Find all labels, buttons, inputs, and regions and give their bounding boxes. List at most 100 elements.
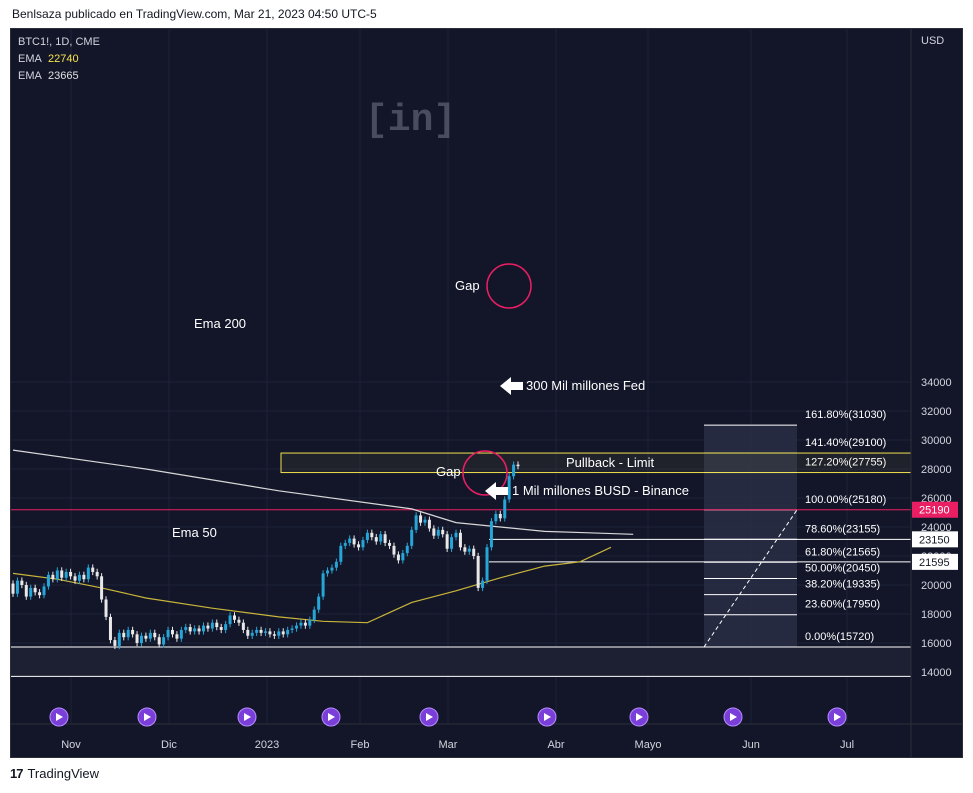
candle-body	[193, 628, 197, 632]
candle-body	[481, 580, 485, 588]
fib-level-label: 50.00%(20450)	[805, 562, 880, 574]
candle-body	[170, 629, 174, 635]
annotation-gap-bottom: Gap	[436, 464, 461, 479]
price-tag-label: 21595	[919, 557, 950, 569]
candle-body	[392, 545, 396, 555]
candle-body	[255, 629, 259, 633]
candle-body	[188, 627, 192, 632]
annotation-ema-50: Ema 50	[172, 525, 217, 540]
x-tick-label: Nov	[61, 739, 81, 751]
candle-body	[423, 519, 427, 523]
candle-body	[507, 476, 511, 500]
candle-body	[290, 628, 294, 630]
candle-body	[458, 532, 462, 548]
candle-body	[162, 637, 166, 645]
x-tick-label: Jul	[840, 739, 854, 751]
candle-body	[401, 553, 405, 561]
chart-frame[interactable]: 161.80%(31030) 141.40%(29100) 127.20%(2775…	[10, 28, 963, 758]
fib-level-label: 127.20%(27755)	[805, 457, 886, 469]
tradingview-brand: TradingView	[27, 766, 100, 781]
candle-body	[286, 629, 290, 635]
candle-body	[463, 547, 467, 552]
candle-body	[277, 631, 281, 636]
candle-body	[246, 629, 250, 636]
candle-body	[215, 622, 219, 628]
y-tick-label: 20000	[921, 580, 952, 592]
arrow-left-icon	[500, 377, 523, 395]
candle-body	[303, 622, 307, 626]
price-tag-box	[912, 553, 958, 570]
candle-body	[100, 576, 104, 600]
candle-body	[175, 634, 179, 639]
candle-body	[157, 637, 161, 645]
candle-body	[126, 629, 130, 638]
candle-body	[104, 599, 108, 617]
event-play-icon	[144, 713, 151, 721]
candle-body	[414, 515, 418, 530]
x-tick-label: Mayo	[635, 739, 662, 751]
candle-body	[55, 570, 59, 580]
candle-body	[365, 532, 369, 541]
candle-body	[179, 629, 183, 639]
candle-body	[250, 632, 254, 636]
fibonacci-box	[704, 425, 797, 648]
candle-body	[210, 622, 214, 629]
candle-body	[388, 542, 392, 546]
candle-body	[494, 513, 498, 522]
fib-level-label: 141.40%(29100)	[805, 437, 886, 449]
event-play-icon	[426, 713, 433, 721]
pullback-zone-label: Pullback - Limit	[566, 455, 655, 470]
candle-body	[224, 624, 228, 630]
y-tick-label: 30000	[921, 435, 952, 447]
candle-body	[396, 554, 400, 561]
annotation-busd: 1 Mil millones BUSD - Binance	[512, 483, 689, 498]
y-tick-label: 18000	[921, 609, 952, 621]
candle-body	[73, 576, 77, 581]
candle-body	[144, 635, 148, 639]
candle-body	[228, 615, 232, 625]
candle-body	[117, 632, 121, 646]
x-tick-label: Dic	[161, 739, 177, 751]
candle-body	[445, 534, 449, 549]
candle-body	[166, 629, 170, 638]
legend-ema2-value: 23665	[48, 70, 79, 82]
candle-body	[432, 528, 436, 536]
candle-body	[503, 499, 507, 519]
candle-body	[64, 571, 68, 578]
candle-body	[516, 464, 520, 467]
candlestick-chart[interactable]: 161.80%(31030) 141.40%(29100) 127.20%(2775…	[11, 29, 962, 757]
candle-body	[201, 625, 205, 632]
candle-body	[122, 632, 126, 638]
fib-level-label: 161.80%(31030)	[805, 409, 886, 421]
x-tick-label: Abr	[547, 739, 564, 751]
candle-body	[77, 574, 81, 581]
candle-body	[281, 631, 285, 635]
event-play-icon	[328, 713, 335, 721]
x-tick-label: Mar	[439, 739, 458, 751]
event-play-icon	[834, 713, 841, 721]
fib-level-label: 23.60%(17950)	[805, 599, 880, 611]
arrow-left-icon	[485, 482, 508, 500]
fib-level-label: 61.80%(21565)	[805, 546, 880, 558]
candle-body	[241, 622, 245, 630]
candle-body	[312, 609, 316, 620]
price-tag-box	[912, 501, 958, 518]
tradingview-footer[interactable]: 17 TradingView	[10, 766, 99, 781]
y-tick-label: 32000	[921, 406, 952, 418]
candle-body	[467, 548, 471, 552]
candle-body	[69, 571, 73, 577]
candle-body	[60, 570, 64, 578]
ema-200-line	[12, 449, 634, 535]
candle-body	[427, 519, 431, 529]
candle-body	[259, 629, 263, 633]
x-tick-label: 2023	[255, 739, 279, 751]
candle-body	[29, 587, 33, 597]
publish-header: Benlsaza publicado en TradingView.com, M…	[12, 7, 377, 21]
candle-body	[268, 631, 272, 635]
candle-body	[379, 534, 383, 542]
candle-body	[24, 585, 28, 597]
legend-ema2-label: EMA	[18, 70, 43, 82]
candle-body	[219, 627, 223, 630]
tradingview-logo-icon: 17	[10, 766, 24, 781]
candle-body	[135, 634, 139, 643]
